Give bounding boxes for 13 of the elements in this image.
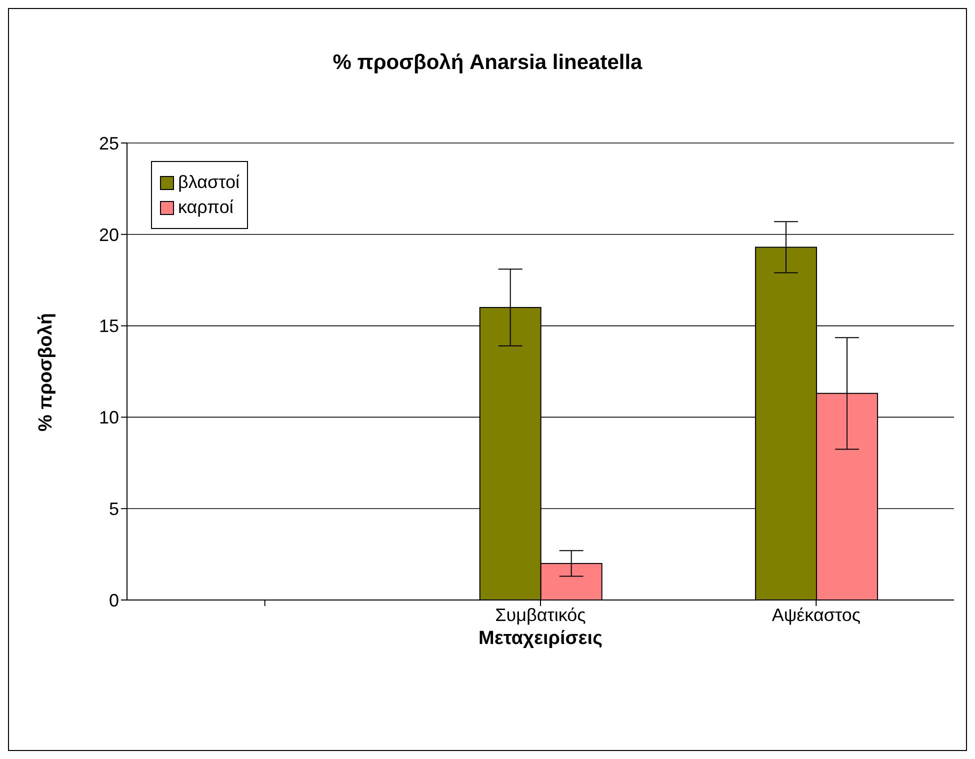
x-tick-label: Αψέκαστος <box>772 604 861 625</box>
y-tick-label: 25 <box>98 133 119 154</box>
legend-label: καρποί <box>177 197 234 218</box>
x-tick-label: Συμβατικός <box>495 604 586 625</box>
y-tick-label: 0 <box>108 590 119 610</box>
y-tick-label: 10 <box>98 408 119 428</box>
y-tick-label: 15 <box>98 316 119 336</box>
y-tick-label: 20 <box>98 224 119 245</box>
chart-title: % προσβολή Anarsia lineatella <box>332 51 644 75</box>
y-tick-label: 5 <box>108 498 119 519</box>
x-axis-title: Μεταχειρίσεις <box>478 628 603 649</box>
legend-label: βλαστοί <box>177 172 240 193</box>
y-axis-title: % προσβολή <box>36 313 57 432</box>
